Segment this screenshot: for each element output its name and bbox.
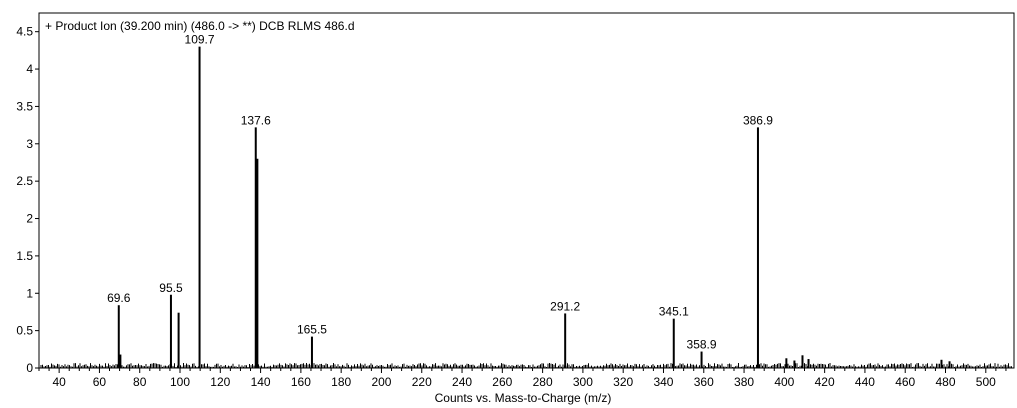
x-axis: 40 60 80 100 120 140 160 180 200 220 240 260 280 300 3… [38,368,1007,389]
x-tick-label: 420 [815,375,835,389]
x-tick-label: 400 [774,375,794,389]
x-tick-label: 300 [573,375,593,389]
x-tick-label: 440 [855,375,875,389]
x-tick-label: 40 [52,375,66,389]
x-axis-label: Counts vs. Mass-to-Charge (m/z) [435,391,612,405]
x-tick-label: 380 [734,375,754,389]
x-tick-label: 500 [976,375,996,389]
peak-label: 137.6 [241,113,271,127]
y-tick-label: 3.5 [16,99,33,113]
peak-label: 165.5 [297,323,327,337]
peak-label: 358.9 [687,338,717,352]
x-tick-label: 100 [170,375,190,389]
y-tick-label: 0.5 [16,324,33,338]
x-tick-label: 220 [412,375,432,389]
x-tick-label: 340 [653,375,673,389]
peak-label: 109.7 [185,33,215,47]
x-tick-label: 360 [694,375,714,389]
x-tick-label: 80 [133,375,147,389]
x-tick-label: 480 [935,375,955,389]
x-tick-label: 200 [371,375,391,389]
peak-label: 386.9 [743,113,773,127]
peak-label: 69.6 [107,291,131,305]
peak-label: 95.5 [159,281,183,295]
x-tick-label: 280 [533,375,553,389]
x-tick-label: 160 [291,375,311,389]
y-tick-label: 0 [26,361,33,375]
spectrum-peaks: 69.6 95.5 109.7 137.6 165.5 291.2 345.1 358.9 38… [107,33,951,368]
x-tick-label: 120 [210,375,230,389]
x-tick-label: 460 [895,375,915,389]
y-tick-label: 4.5 [16,25,33,39]
x-tick-label: 320 [613,375,633,389]
peak-label: 291.2 [550,299,580,313]
y-axis: 0 0.5 1 1.5 2 2.5 3 3.5 4 4.5 [16,25,39,375]
x-tick-label: 260 [492,375,512,389]
y-tick-label: 4 [26,62,33,76]
chart-title: + Product Ion (39.200 min) (486.0 -> **)… [45,19,355,33]
y-tick-label: 2.5 [16,174,33,188]
x-tick-label: 180 [331,375,351,389]
y-tick-label: 2 [26,212,33,226]
y-tick-label: 1.5 [16,249,33,263]
peak-label: 345.1 [659,305,689,319]
plot-frame [38,12,1015,369]
y-tick-label: 3 [26,137,33,151]
x-tick-label: 140 [251,375,271,389]
y-tick-label: 1 [26,286,33,300]
x-tick-label: 60 [93,375,107,389]
x-tick-label: 240 [452,375,472,389]
